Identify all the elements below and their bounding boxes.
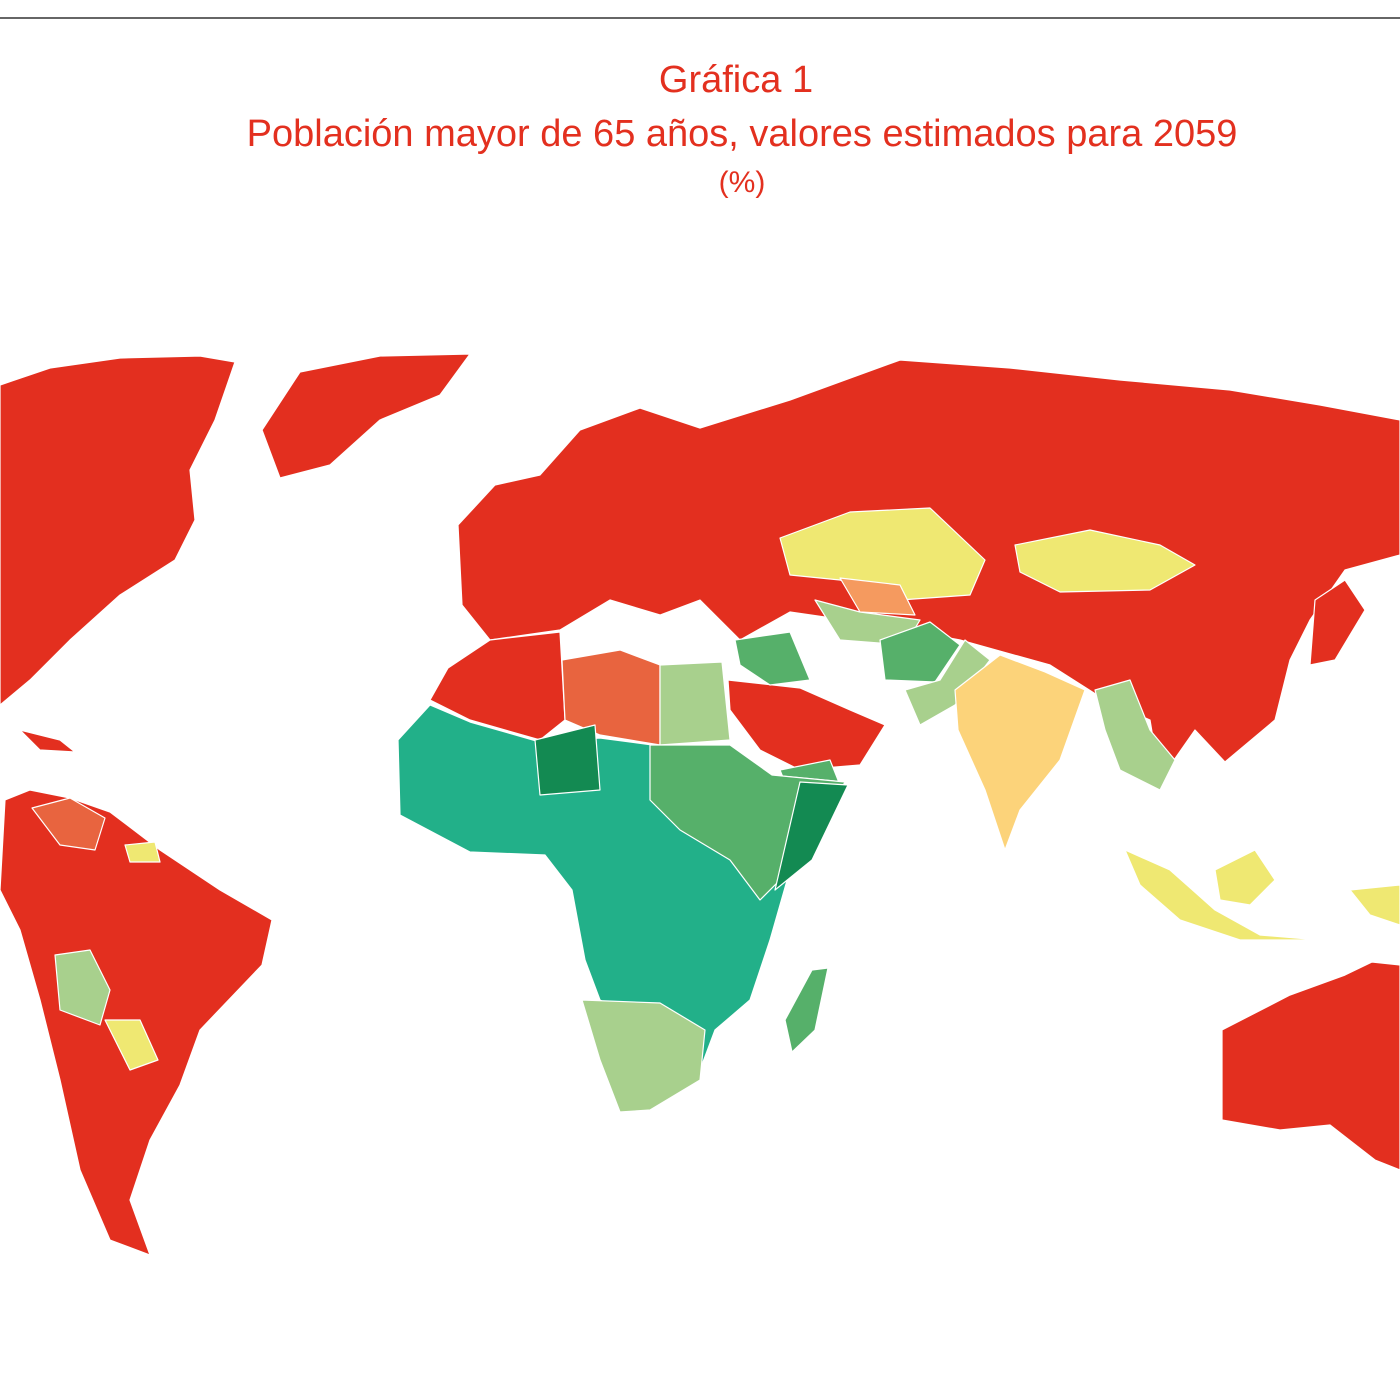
guyana <box>124 841 161 863</box>
afghanistan <box>879 621 961 683</box>
bolivia <box>54 949 111 1026</box>
paraguay <box>104 1019 159 1071</box>
australia <box>1221 961 1400 1171</box>
unit-label: (%) <box>719 166 766 199</box>
arabia <box>727 679 886 771</box>
venezuela <box>31 797 106 851</box>
north-america <box>0 355 236 706</box>
kazakhstan <box>779 507 986 601</box>
niger <box>534 724 601 796</box>
greenland <box>261 353 471 479</box>
mongolia <box>1014 529 1196 593</box>
caribbean <box>19 729 76 753</box>
world-map <box>0 353 1400 1256</box>
southern-africa <box>581 999 706 1113</box>
egypt <box>659 661 731 746</box>
figure-number: Gráfica 1 <box>659 59 813 101</box>
japan <box>1309 579 1366 666</box>
north-africa <box>429 631 566 741</box>
indonesia <box>1124 849 1321 941</box>
india <box>954 654 1086 851</box>
iraq-syria <box>734 631 811 686</box>
new-guinea <box>1349 884 1400 926</box>
madagascar <box>784 967 829 1053</box>
southeast-asia <box>1094 679 1176 791</box>
figure-title: Población mayor de 65 años, valores esti… <box>247 113 1238 155</box>
central-asia <box>839 577 916 616</box>
somalia <box>774 781 849 891</box>
borneo <box>1214 849 1276 906</box>
pakistan <box>904 639 991 726</box>
